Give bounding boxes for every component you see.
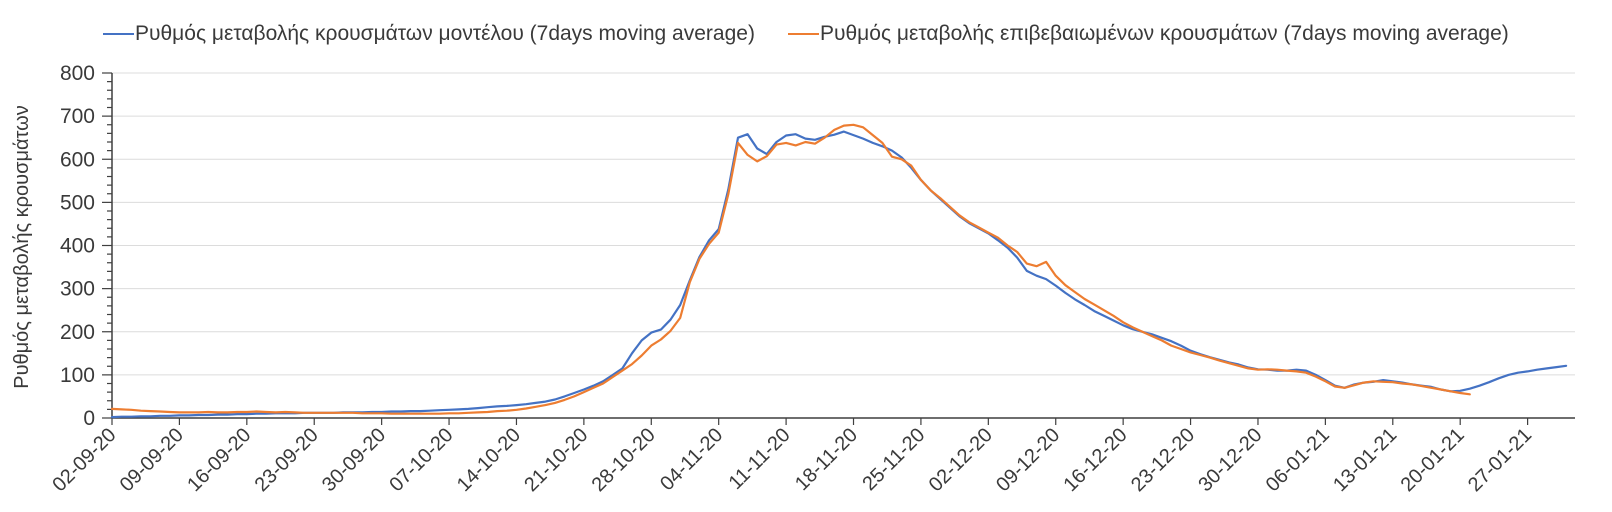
y-axis: 0 100 200 300 400 500 600 700 800 (60, 62, 113, 430)
legend-line-swatch-model-icon (103, 33, 134, 35)
y-tick-label: 0 (83, 407, 95, 430)
legend-line-swatch-confirmed-icon (788, 33, 819, 35)
x-tick-label: 30-12-20 (1194, 424, 1266, 496)
x-tick-label: 13-01-21 (1329, 424, 1401, 496)
x-tick-label: 21-10-20 (520, 424, 592, 496)
legend-item-model: Ρυθμός μεταβολής κρουσμάτων μοντέλου (7d… (103, 22, 755, 46)
x-tick-label: 25-11-20 (858, 424, 929, 495)
x-tick-label: 06-01-21 (1262, 424, 1334, 496)
x-tick-label: 02-12-20 (925, 424, 997, 496)
x-axis: 02-09-2009-09-2016-09-2023-09-2030-09-20… (48, 417, 1575, 496)
x-tick-label: 14-10-20 (453, 424, 525, 496)
x-tick-label: 02-09-20 (48, 424, 120, 496)
x-tick-label: 23-12-20 (1127, 424, 1199, 496)
x-tick-label: 23-09-20 (251, 424, 323, 496)
x-tick-label: 16-12-20 (1060, 424, 1132, 496)
x-tick-label: 28-10-20 (588, 424, 660, 496)
x-tick-label: 11-11-20 (725, 424, 795, 494)
x-tick-label: 20-01-21 (1397, 424, 1469, 496)
y-tick-label: 400 (60, 235, 95, 258)
x-tick-label: 07-10-20 (385, 424, 457, 496)
y-tick-label: 200 (60, 321, 95, 344)
x-tick-label: 27-01-21 (1464, 424, 1536, 496)
y-tick-label: 600 (60, 148, 95, 171)
y-tick-label: 300 (60, 278, 95, 301)
x-tick-label: 09-09-20 (116, 424, 188, 496)
y-tick-label: 700 (60, 105, 95, 128)
x-tick-label: 16-09-20 (183, 424, 255, 496)
gridlines (112, 72, 1575, 376)
series-line-model (110, 130, 1568, 419)
y-tick-label: 100 (60, 364, 95, 387)
x-tick-label: 09-12-20 (992, 424, 1064, 496)
x-tick-label: 18-11-20 (791, 424, 862, 495)
legend-label-model: Ρυθμός μεταβολής κρουσμάτων μοντέλου (7d… (135, 22, 755, 45)
series-line-confirmed (110, 123, 1471, 415)
legend-label-confirmed: Ρυθμός μεταβολής επιβεβαιωμένων κρουσμάτ… (820, 22, 1509, 45)
y-axis-title: Ρυθμός μεταβολής κρουσμάτων (11, 105, 33, 389)
y-tick-label: 500 (60, 191, 95, 214)
y-tick-label: 800 (60, 62, 95, 85)
x-tick-label: 04-11-20 (656, 424, 727, 495)
legend-item-confirmed: Ρυθμός μεταβολής επιβεβαιωμένων κρουσμάτ… (788, 22, 1509, 46)
x-tick-label: 30-09-20 (318, 424, 390, 496)
